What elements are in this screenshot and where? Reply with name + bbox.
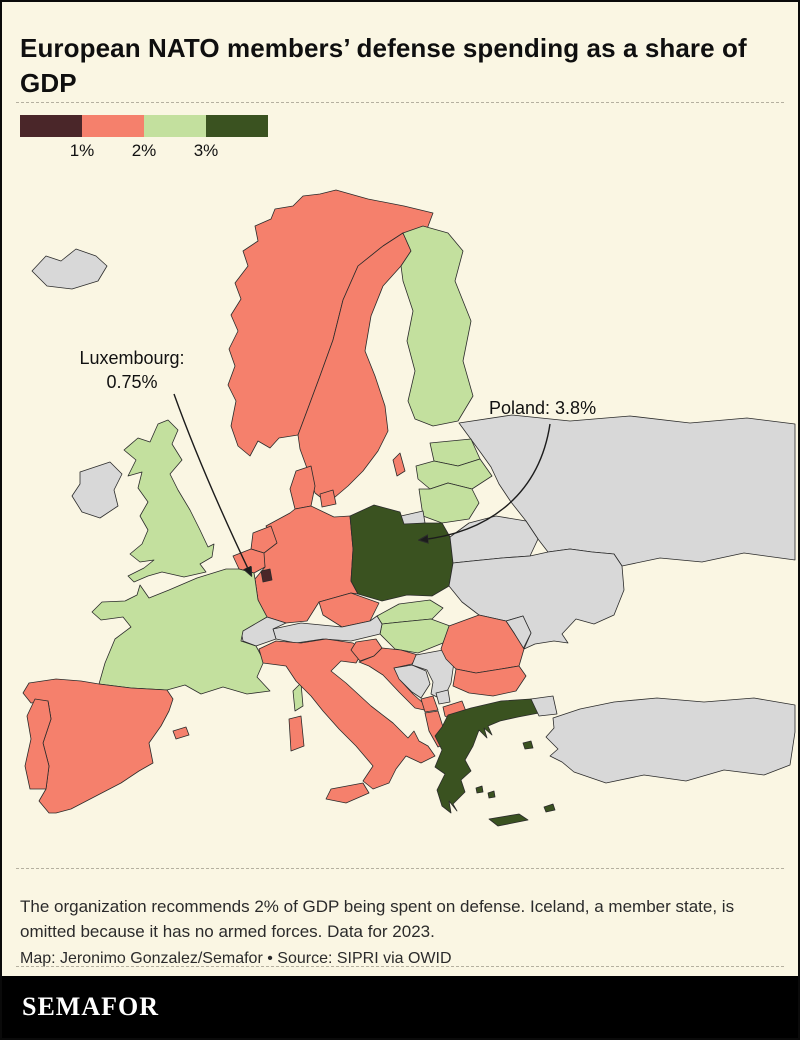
legend-swatch-row <box>20 115 320 137</box>
europe-map <box>22 189 796 827</box>
country-luxembourg <box>260 568 273 583</box>
dashed-divider-footnote <box>16 868 784 869</box>
country-sweden <box>297 232 412 504</box>
country-belarus <box>449 515 539 564</box>
country-france <box>91 568 304 712</box>
country-latvia <box>415 458 493 490</box>
country-iceland <box>31 248 108 290</box>
annotation-arrow-poland <box>420 423 551 540</box>
legend: 1% 2% 3% <box>20 115 320 163</box>
footnote: The organization recommends 2% of GDP be… <box>20 897 735 941</box>
country-turkey <box>530 695 796 784</box>
country-ireland <box>71 461 123 519</box>
country-greece <box>434 698 556 827</box>
country-hungary <box>379 618 451 654</box>
legend-swatch-1-2pct <box>82 115 144 137</box>
brand-bar: SEMAFOR <box>2 976 798 1038</box>
page-title: European NATO members’ defense spending … <box>20 33 747 98</box>
legend-swatch-2-3pct <box>144 115 206 137</box>
dashed-divider-top <box>16 102 784 103</box>
legend-tick-2pct: 2% <box>131 141 157 160</box>
legend-tick-3pct: 3% <box>193 141 219 160</box>
country-portugal <box>24 698 52 790</box>
country-lithuania <box>418 482 480 524</box>
annotation-arrow-luxembourg <box>173 393 251 575</box>
dashed-divider-bottom <box>16 966 784 967</box>
country-montenegro <box>420 695 439 713</box>
country-switzerland <box>240 616 287 647</box>
annotation-luxembourg: Luxembourg: 0.75% <box>79 348 185 393</box>
country-bulgaria <box>452 665 527 697</box>
credit-line: Map: Jeronimo Gonzalez/Semafor • Source:… <box>20 950 452 967</box>
country-italy <box>258 638 436 804</box>
legend-swatch-3pct-plus <box>206 115 268 137</box>
country-finland <box>400 225 474 427</box>
annotation-poland: Poland: 3.8% <box>489 398 597 418</box>
legend-tick-1pct: 1% <box>69 141 95 160</box>
country-spain <box>22 678 190 814</box>
country-croatia <box>358 647 430 712</box>
legend-swatch-below-1pct <box>20 115 82 137</box>
country-netherlands <box>250 525 278 554</box>
semafor-wordmark: SEMAFOR <box>22 992 159 1021</box>
country-kosovo <box>435 689 451 705</box>
country-united-kingdom <box>123 419 215 583</box>
